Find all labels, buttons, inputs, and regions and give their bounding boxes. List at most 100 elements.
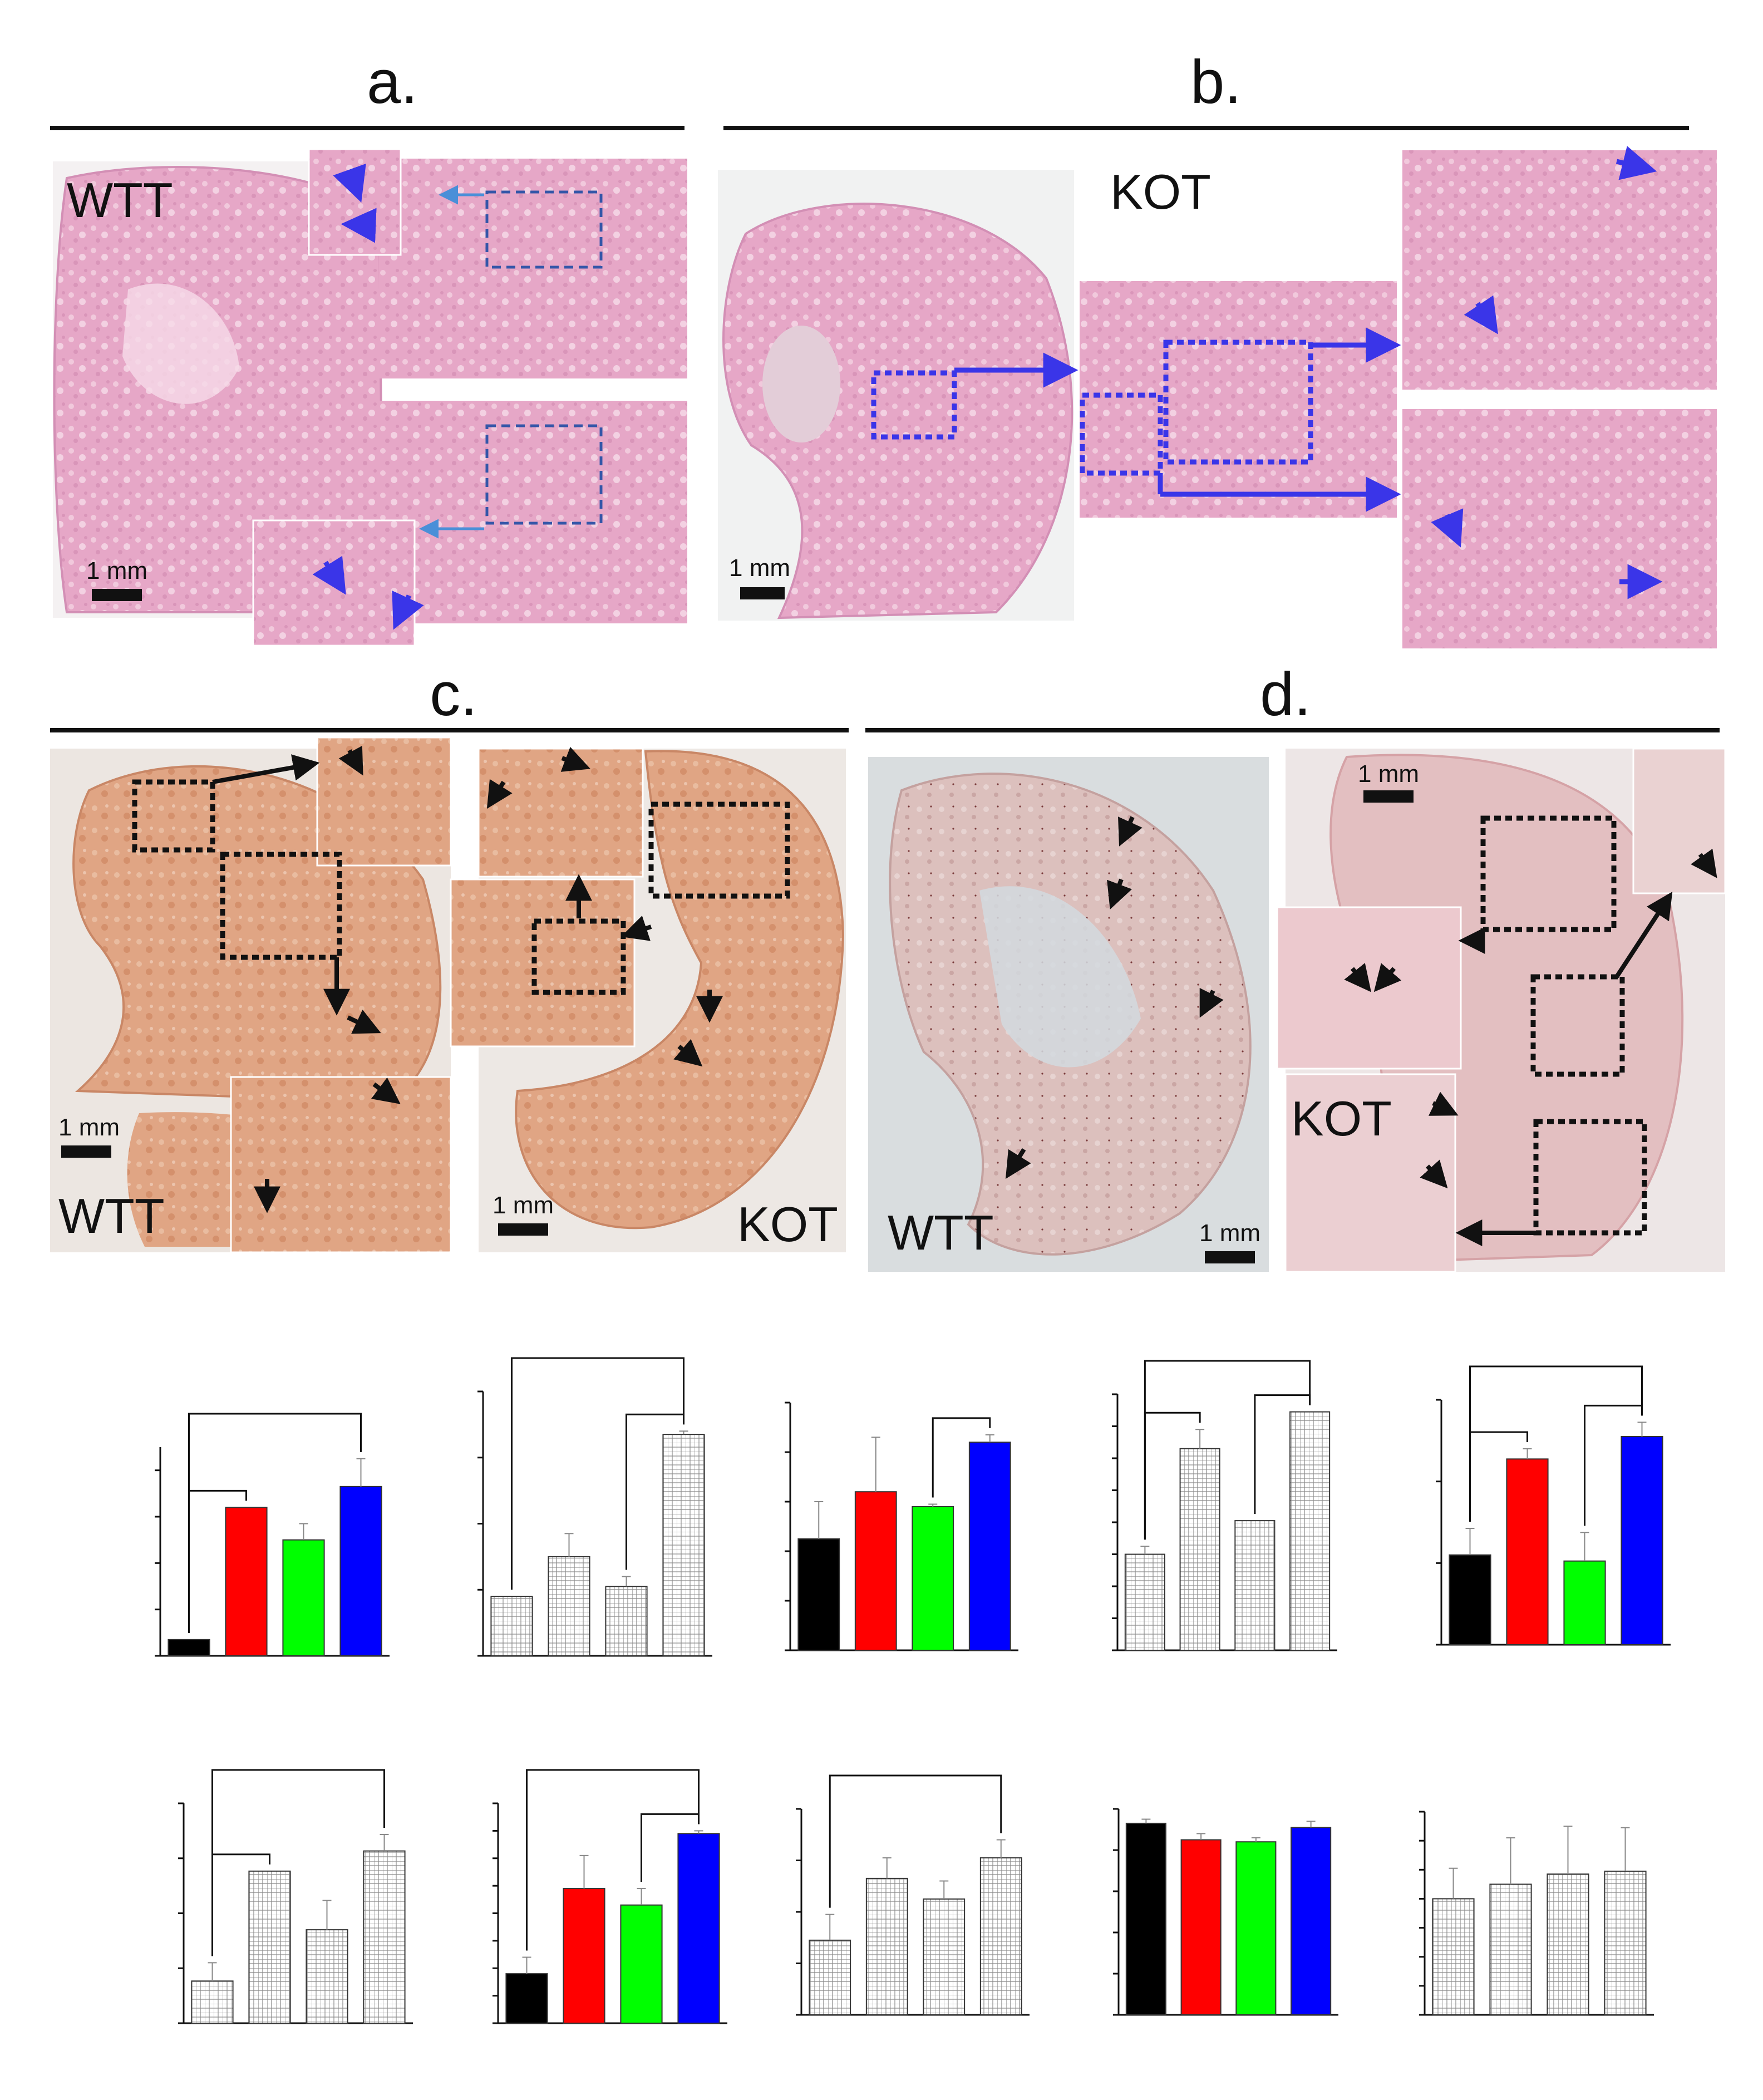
pointer-arrow xyxy=(338,745,363,776)
tissue-section xyxy=(979,886,1141,1068)
panel-b-title: b. xyxy=(1190,48,1242,116)
scale-bar-label: 1 mm xyxy=(58,1114,120,1141)
zoom-inset xyxy=(1276,906,1462,1070)
sample-label-kot: KOT xyxy=(1110,164,1211,219)
bar-wt xyxy=(809,1939,851,2015)
pointer-arrow xyxy=(371,1077,401,1104)
zoom-inset xyxy=(1402,150,1717,390)
significance-bracket xyxy=(626,1413,684,1570)
chart-f-i xyxy=(785,1401,1018,1651)
significance-bracket xyxy=(1469,1431,1528,1522)
panel-b-rule xyxy=(723,126,1689,130)
panel-a: a. WTT 1 mm xyxy=(50,48,687,647)
panel-a-title: a. xyxy=(367,48,418,116)
bar-wtt xyxy=(1489,1883,1532,2016)
significance-bracket xyxy=(526,1769,700,1951)
inset-box xyxy=(1533,1119,1647,1236)
tissue-section xyxy=(122,283,239,404)
bar-ko xyxy=(306,1929,348,2024)
panel-d-rule xyxy=(865,728,1720,732)
bar-kot xyxy=(968,1442,1011,1651)
pointer-arrow xyxy=(1691,848,1717,878)
bar-kot xyxy=(662,1434,705,1656)
pointer-arrow xyxy=(212,754,320,784)
chart-g-i xyxy=(1436,1365,1671,1646)
bar-kot xyxy=(1291,1827,1332,2016)
panel-d: d. WTT 1 mm KOT 1 mm xyxy=(865,660,1726,1273)
histology-image xyxy=(1080,281,1397,518)
scale-bar xyxy=(740,587,785,599)
bar-wtt xyxy=(225,1507,268,1656)
bar-kot xyxy=(1289,1411,1331,1651)
pointer-arrow xyxy=(1005,1148,1031,1179)
chart-h-i xyxy=(493,1769,727,2024)
pointer-arrow xyxy=(1428,1091,1459,1116)
bar-ko xyxy=(1234,1520,1276,1651)
histology-image xyxy=(378,401,687,623)
significance-bracket xyxy=(211,1769,385,1956)
significance-bracket xyxy=(211,1853,270,1956)
scale-bar-label: 1 mm xyxy=(86,557,147,584)
pointer-arrow xyxy=(1614,891,1673,978)
pointer-arrow xyxy=(486,779,513,809)
bar-ko xyxy=(620,1904,663,2024)
significance-bracket xyxy=(1144,1360,1311,1540)
bar-kot xyxy=(979,1857,1022,2015)
scale-bar xyxy=(1363,790,1414,803)
pointer-arrow xyxy=(1344,963,1371,992)
zoom-inset xyxy=(230,1076,452,1253)
zoom-inset xyxy=(450,878,636,1047)
inset-box xyxy=(220,852,342,960)
panel-a-rule xyxy=(50,126,684,130)
bar-wt xyxy=(1125,1822,1166,2015)
scale-bar xyxy=(61,1145,111,1158)
significance-bracket xyxy=(932,1417,991,1498)
panel-d-title: d. xyxy=(1260,660,1311,729)
pointer-arrow xyxy=(1431,508,1464,548)
bar-wt xyxy=(1449,1554,1491,1646)
pointer-arrow xyxy=(1199,987,1224,1018)
inset-box xyxy=(485,190,603,269)
bar-wtt xyxy=(1506,1458,1549,1645)
bar-wtt xyxy=(1179,1448,1220,1651)
bar-wtt xyxy=(854,1491,897,1651)
bar-charts xyxy=(155,1357,1671,2024)
scale-bar-label: 1 mm xyxy=(1199,1219,1260,1247)
significance-bracket xyxy=(511,1357,684,1590)
tissue-section xyxy=(722,203,1073,619)
pointer-arrow xyxy=(1464,295,1498,335)
bar-wt xyxy=(1432,1898,1475,2015)
chart-e-ii xyxy=(477,1357,712,1657)
histology-image xyxy=(378,159,687,378)
scale-bar-label: 1 mm xyxy=(1358,760,1419,788)
panel-c: c. WTT 1 mm KOT 1 mm xyxy=(50,660,849,1253)
bar-wt xyxy=(797,1538,840,1651)
inset-box xyxy=(531,918,626,995)
chart-i-i xyxy=(1113,1808,1338,2016)
pointer-arrow xyxy=(1420,1159,1448,1189)
bar-ko xyxy=(912,1506,954,1651)
significance-bracket xyxy=(188,1413,362,1633)
bar-wt xyxy=(168,1639,210,1656)
bar-wt xyxy=(505,1973,548,2024)
bar-wtt xyxy=(548,1556,590,1656)
panel-b: b. KOT 1 mm xyxy=(718,48,1717,648)
zoom-inset xyxy=(252,519,416,647)
zoom-inset xyxy=(316,736,452,867)
bar-kot xyxy=(677,1833,720,2024)
scale-bar xyxy=(92,589,142,601)
bar-kot xyxy=(339,1486,382,1656)
sample-label-wtt: WTT xyxy=(67,173,173,228)
chart-f-ii xyxy=(1112,1360,1337,1651)
pointer-arrow xyxy=(673,1039,703,1067)
inset-box xyxy=(1080,392,1163,476)
significance-bracket xyxy=(1469,1365,1643,1522)
significance-bracket xyxy=(641,1813,700,1882)
pointer-arrow xyxy=(621,916,652,941)
pointer-arrow xyxy=(312,555,346,595)
scale-bar-label: 1 mm xyxy=(493,1192,554,1219)
bar-kot xyxy=(1604,1870,1647,2015)
inset-box xyxy=(1163,340,1313,465)
significance-bracket xyxy=(1254,1394,1311,1514)
